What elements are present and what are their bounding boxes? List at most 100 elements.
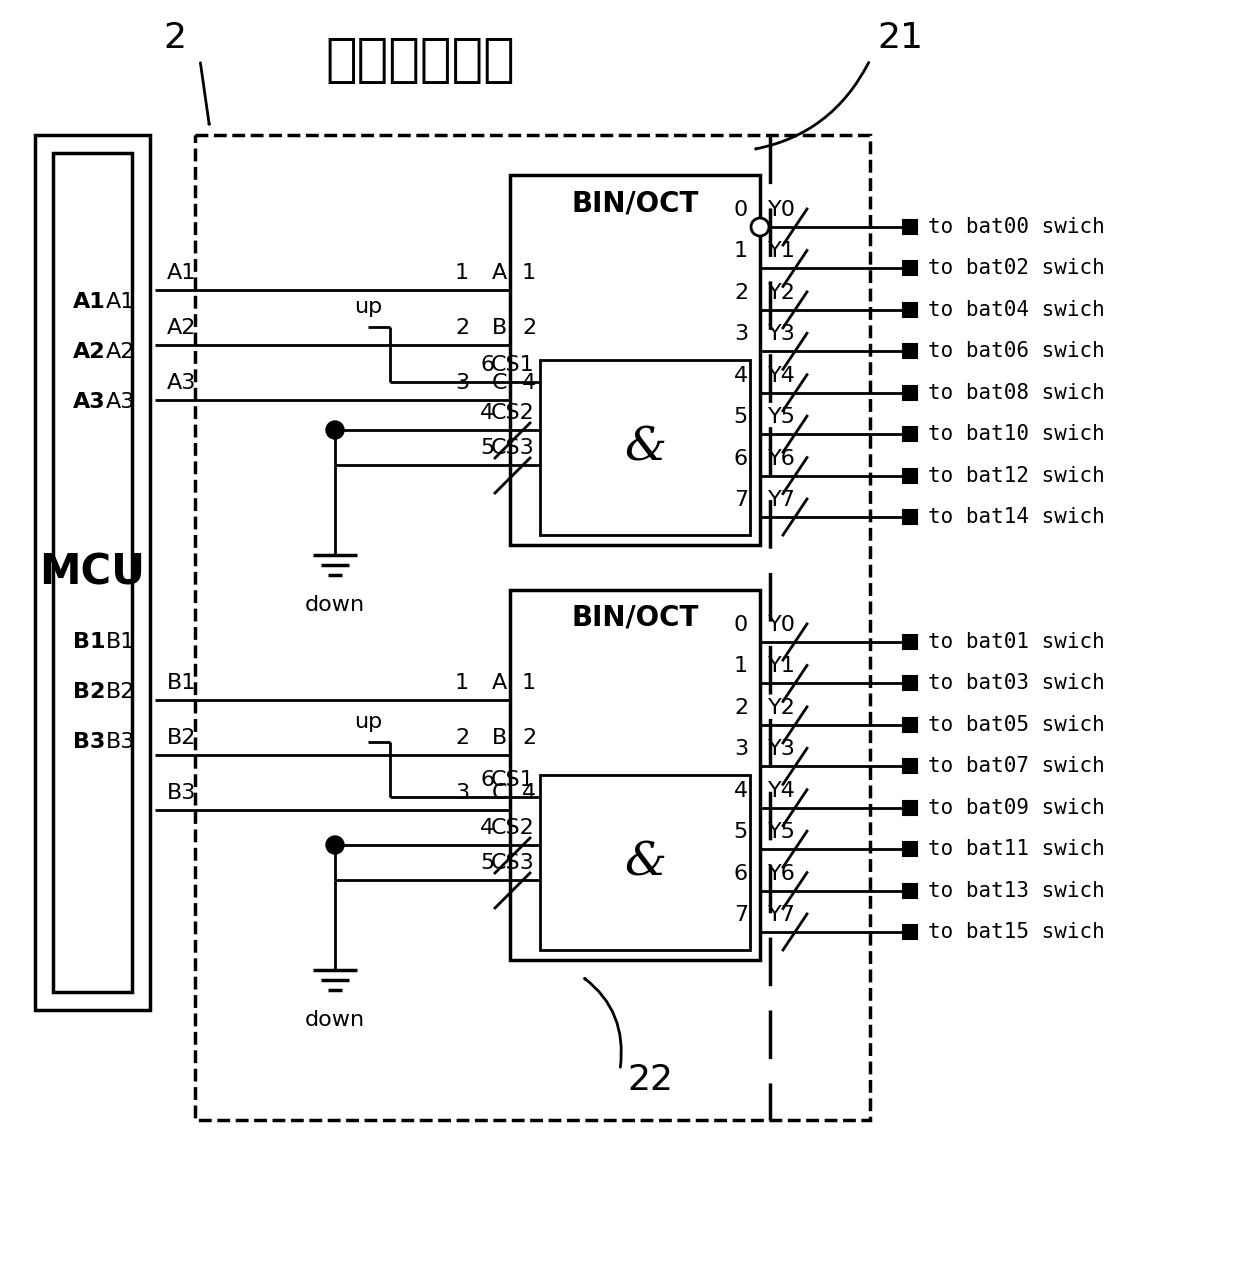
Text: 开关选通模块: 开关选通模块: [325, 34, 515, 86]
Bar: [903, 801, 918, 815]
Bar: [903, 843, 918, 857]
Text: 1: 1: [734, 656, 748, 676]
Text: 5: 5: [480, 438, 495, 458]
Text: Y6: Y6: [768, 863, 796, 883]
Text: Y7: Y7: [768, 491, 796, 510]
Text: to bat14 swich: to bat14 swich: [928, 507, 1105, 527]
Text: to bat07 swich: to bat07 swich: [928, 756, 1105, 777]
Text: 2: 2: [455, 728, 469, 749]
Text: CS1: CS1: [491, 355, 534, 375]
Text: CS3: CS3: [491, 438, 534, 458]
Text: A: A: [492, 674, 507, 693]
Text: A3: A3: [105, 391, 135, 412]
FancyArrowPatch shape: [585, 979, 621, 1068]
Text: 6: 6: [480, 355, 494, 375]
Text: Y7: Y7: [768, 905, 796, 925]
Text: A2: A2: [105, 342, 135, 362]
Text: B3: B3: [105, 732, 135, 752]
Text: A: A: [492, 263, 507, 283]
Text: A1: A1: [105, 292, 135, 311]
Text: B1: B1: [167, 674, 196, 693]
Text: 4: 4: [522, 372, 536, 393]
Text: CS3: CS3: [491, 853, 534, 873]
Text: 4: 4: [480, 403, 494, 423]
Text: Y2: Y2: [768, 698, 796, 718]
Text: Y3: Y3: [768, 324, 796, 344]
Text: &: &: [624, 425, 666, 470]
Text: to bat05 swich: to bat05 swich: [928, 714, 1105, 735]
Bar: [903, 385, 918, 399]
Text: 3: 3: [455, 783, 469, 803]
Bar: [195, 135, 870, 1120]
Text: 3: 3: [455, 372, 469, 393]
Text: 22: 22: [627, 1063, 673, 1097]
Text: down: down: [305, 595, 365, 615]
Text: 2: 2: [164, 22, 186, 55]
Text: B1: B1: [73, 632, 105, 652]
Text: 6: 6: [480, 770, 494, 791]
Text: 1: 1: [522, 674, 536, 693]
Bar: [903, 220, 918, 234]
Text: Y5: Y5: [768, 407, 796, 427]
Bar: [903, 510, 918, 524]
Text: up: up: [353, 297, 382, 316]
Text: 7: 7: [734, 905, 748, 925]
Text: to bat04 swich: to bat04 swich: [928, 300, 1105, 320]
Text: 2: 2: [522, 318, 536, 338]
Text: Y2: Y2: [768, 283, 796, 302]
Text: 1: 1: [522, 263, 536, 283]
Text: 2: 2: [455, 318, 469, 338]
Bar: [903, 676, 918, 690]
Text: 4: 4: [522, 783, 536, 803]
Bar: [510, 175, 760, 545]
Text: 0: 0: [734, 615, 748, 636]
Text: 0: 0: [734, 200, 748, 220]
Text: to bat06 swich: to bat06 swich: [928, 342, 1105, 361]
Text: 1: 1: [455, 263, 469, 283]
Text: 3: 3: [734, 740, 748, 759]
Bar: [903, 883, 918, 897]
Bar: [539, 775, 750, 949]
Text: B2: B2: [73, 683, 105, 702]
Text: MCU: MCU: [40, 552, 145, 594]
Bar: [903, 469, 918, 483]
Text: CS2: CS2: [491, 819, 534, 838]
Text: A2: A2: [73, 342, 105, 362]
Text: Y4: Y4: [768, 366, 796, 385]
Text: 2: 2: [734, 283, 748, 302]
Text: 6: 6: [734, 449, 748, 469]
Text: B3: B3: [73, 732, 105, 752]
Text: Y5: Y5: [768, 822, 796, 843]
Text: to bat03 swich: to bat03 swich: [928, 674, 1105, 694]
Text: BIN/OCT: BIN/OCT: [572, 604, 698, 632]
Text: CS2: CS2: [491, 403, 534, 423]
Circle shape: [751, 219, 769, 236]
Text: BIN/OCT: BIN/OCT: [572, 189, 698, 217]
Text: to bat12 swich: to bat12 swich: [928, 465, 1105, 486]
Bar: [903, 302, 918, 316]
Text: Y3: Y3: [768, 740, 796, 759]
Bar: [903, 925, 918, 939]
Text: to bat01 swich: to bat01 swich: [928, 632, 1105, 652]
Bar: [539, 360, 750, 535]
Text: A2: A2: [167, 318, 196, 338]
Text: to bat10 swich: to bat10 swich: [928, 425, 1105, 444]
Text: to bat09 swich: to bat09 swich: [928, 798, 1105, 817]
Bar: [903, 718, 918, 732]
Text: B2: B2: [105, 683, 135, 702]
Text: down: down: [305, 1010, 365, 1030]
Text: 6: 6: [734, 863, 748, 883]
Text: 4: 4: [734, 366, 748, 385]
Text: 1: 1: [455, 674, 469, 693]
Text: 4: 4: [480, 819, 494, 838]
Text: C: C: [492, 783, 507, 803]
Text: 7: 7: [734, 491, 748, 510]
Text: Y6: Y6: [768, 449, 796, 469]
Bar: [35, 135, 150, 1010]
Text: to bat08 swich: to bat08 swich: [928, 383, 1105, 403]
Text: 1: 1: [734, 241, 748, 262]
Bar: [903, 427, 918, 441]
Text: 21: 21: [877, 22, 923, 55]
Text: C: C: [492, 372, 507, 393]
Text: 5: 5: [480, 853, 495, 873]
